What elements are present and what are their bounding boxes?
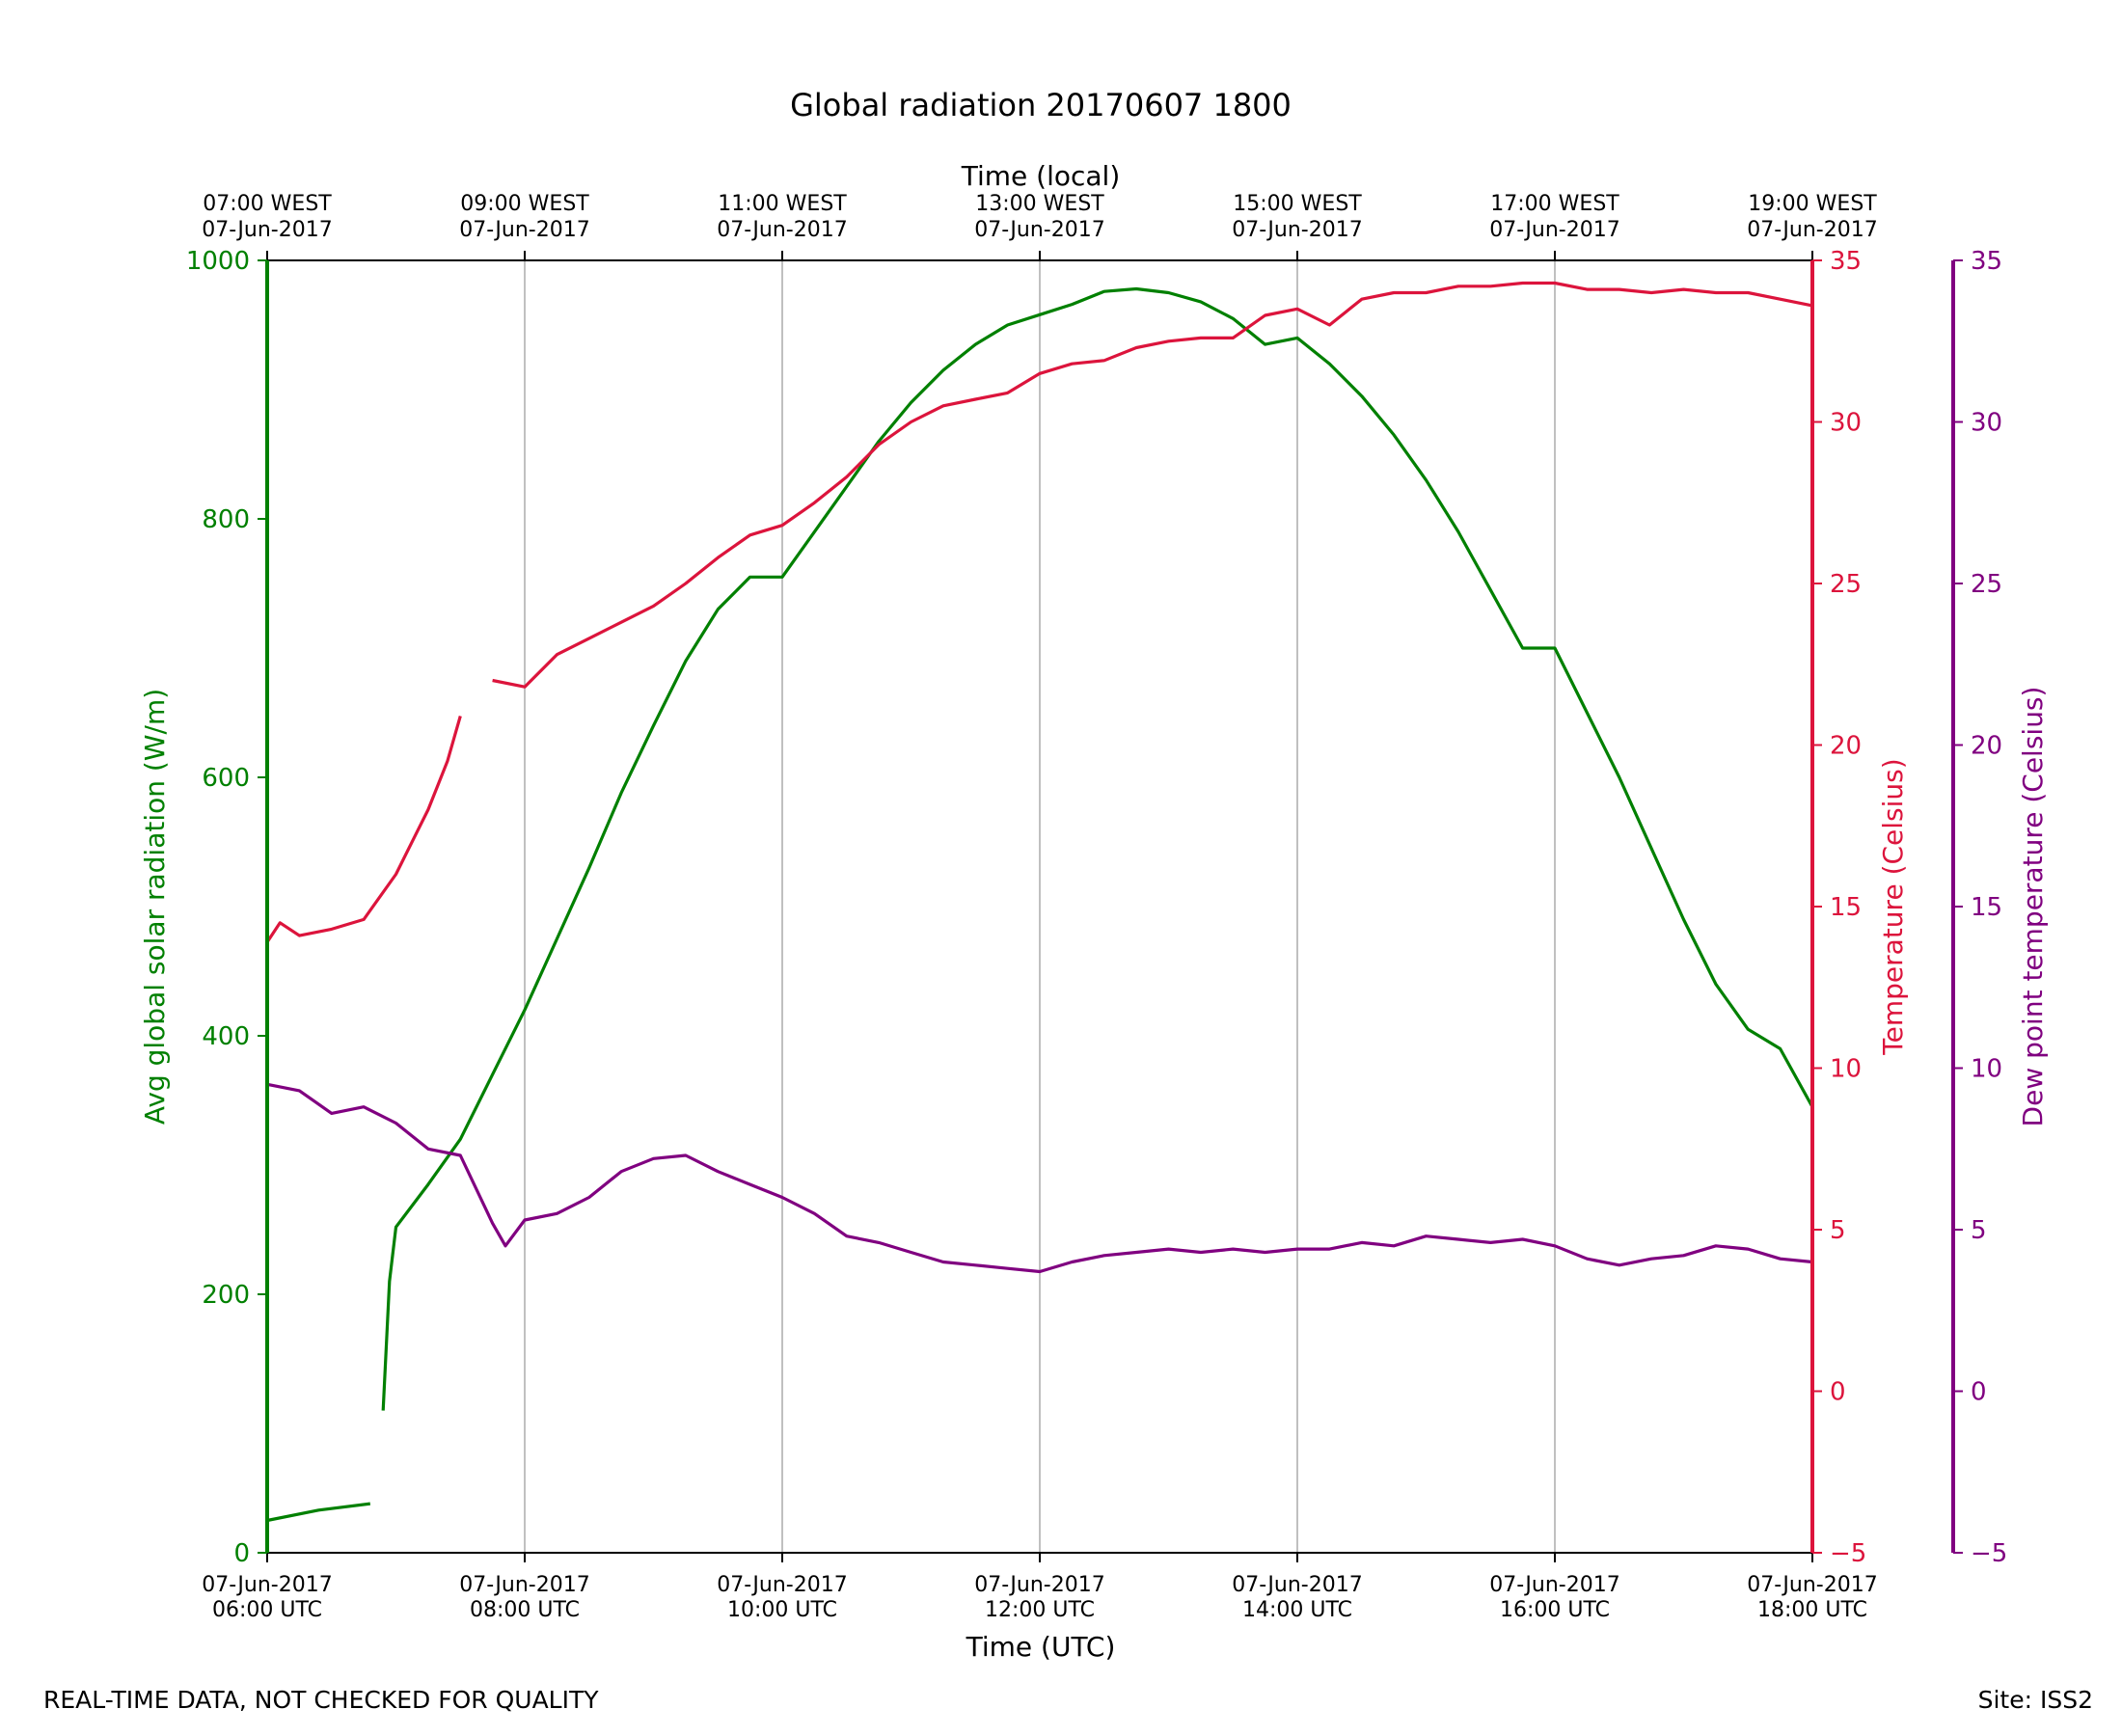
quality-disclaimer: REAL-TIME DATA, NOT CHECKED FOR QUALITY (43, 1686, 599, 1714)
temperature-tick-label: 25 (1830, 570, 1862, 599)
x-tick-label: 07-Jun-2017 (1232, 1573, 1362, 1597)
x-top-tick-label: 07-Jun-2017 (1747, 218, 1877, 242)
temperature-tick-label: 20 (1830, 732, 1862, 761)
radiation-axis-label: Avg global solar radiation (W/m) (139, 689, 171, 1125)
x-tick-label: 06:00 UTC (212, 1598, 322, 1622)
dewpoint-tick-label: 10 (1971, 1055, 2002, 1084)
dewpoint-tick-label: 5 (1971, 1216, 1987, 1245)
temperature-tick-label: 15 (1830, 893, 1862, 922)
radiation-tick-label: 800 (202, 505, 250, 534)
dewpoint-series-line (266, 1082, 1813, 1274)
temperature-series-line (492, 281, 1813, 689)
temperature-tick-label: −5 (1830, 1539, 1866, 1568)
x-top-tick-label: 07-Jun-2017 (1489, 218, 1619, 242)
radiation-tick-label: 1000 (186, 247, 250, 276)
dewpoint-tick-label: 25 (1971, 570, 2002, 599)
x-tick-label: 14:00 UTC (1242, 1598, 1352, 1622)
dewpoint-tick-label: 20 (1971, 732, 2002, 761)
x-axis-top-label: Time (local) (961, 160, 1121, 192)
temperature-tick-label: 0 (1830, 1378, 1846, 1407)
x-tick-label: 08:00 UTC (470, 1598, 580, 1622)
x-top-tick-label: 07-Jun-2017 (459, 218, 589, 242)
x-top-tick-label: 19:00 WEST (1748, 192, 1877, 216)
x-top-tick-label: 15:00 WEST (1233, 192, 1362, 216)
x-top-tick-label: 11:00 WEST (718, 192, 847, 216)
site-label: Site: ISS2 (1977, 1686, 2093, 1714)
x-tick-label: 07-Jun-2017 (717, 1573, 847, 1597)
chart-title: Global radiation 20170607 1800 (790, 87, 1292, 123)
radiation-series-line (381, 286, 1814, 1411)
dewpoint-axis-label: Dew point temperature (Celsius) (2017, 687, 2049, 1127)
x-top-tick-label: 13:00 WEST (975, 192, 1104, 216)
radiation-tick-label: 600 (202, 764, 250, 793)
x-tick-label: 07-Jun-2017 (974, 1573, 1104, 1597)
temperature-tick-label: 35 (1830, 247, 1862, 276)
dewpoint-tick-label: 15 (1971, 893, 2002, 922)
x-tick-label: 07-Jun-2017 (1489, 1573, 1619, 1597)
x-top-tick-label: 07:00 WEST (203, 192, 332, 216)
temperature-tick-label: 30 (1830, 409, 1862, 438)
radiation-tick-label: 200 (202, 1281, 250, 1310)
dewpoint-tick-label: −5 (1971, 1539, 2007, 1568)
dewpoint-tick-label: 30 (1971, 409, 2002, 438)
radiation-series-line (266, 1502, 370, 1523)
gridlines (524, 260, 1556, 1553)
temperature-tick-label: 10 (1830, 1055, 1862, 1084)
x-tick-label: 07-Jun-2017 (202, 1573, 332, 1597)
x-top-tick-label: 07-Jun-2017 (1232, 218, 1362, 242)
x-tick-label: 12:00 UTC (985, 1598, 1095, 1622)
x-axis-bottom-label: Time (UTC) (966, 1631, 1116, 1663)
x-top-tick-label: 07-Jun-2017 (717, 218, 847, 242)
temperature-axis-label: Temperature (Celsius) (1877, 758, 1909, 1055)
radiation-tick-label: 0 (233, 1539, 250, 1568)
x-top-tick-label: 07-Jun-2017 (974, 218, 1104, 242)
x-tick-label: 16:00 UTC (1500, 1598, 1610, 1622)
x-top-tick-label: 07-Jun-2017 (202, 218, 332, 242)
series-layer (265, 281, 1814, 1523)
x-tick-label: 18:00 UTC (1757, 1598, 1867, 1622)
x-top-tick-label: 09:00 WEST (460, 192, 589, 216)
dewpoint-tick-label: 0 (1971, 1378, 1987, 1407)
x-tick-label: 07-Jun-2017 (1747, 1573, 1877, 1597)
x-tick-label: 10:00 UTC (727, 1598, 837, 1622)
radiation-tick-label: 400 (202, 1022, 250, 1051)
dewpoint-tick-label: 35 (1971, 247, 2002, 276)
x-tick-label: 07-Jun-2017 (459, 1573, 589, 1597)
x-top-tick-label: 17:00 WEST (1490, 192, 1619, 216)
temperature-tick-label: 5 (1830, 1216, 1846, 1245)
temperature-series-line (265, 715, 462, 943)
